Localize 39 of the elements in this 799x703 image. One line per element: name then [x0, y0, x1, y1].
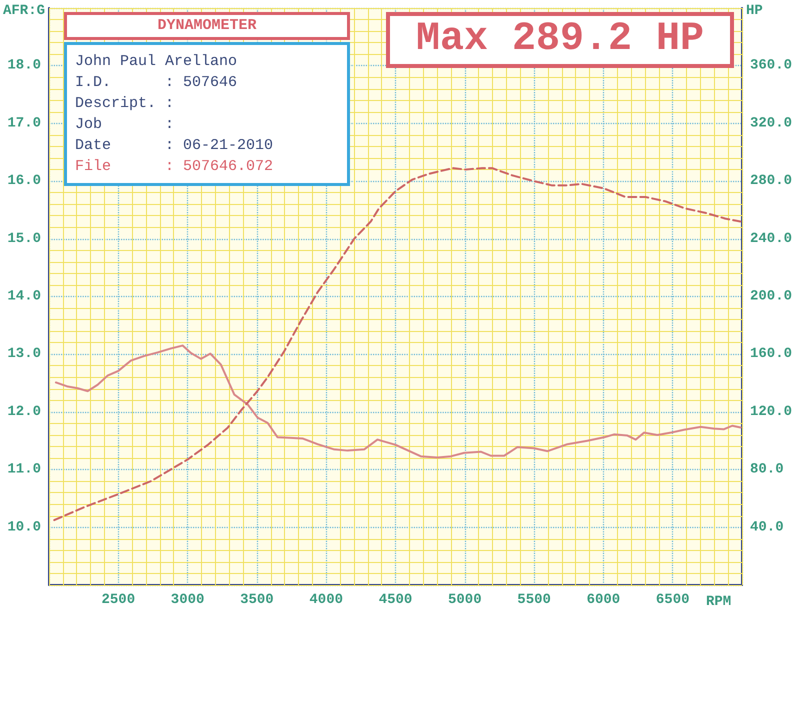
y2-tick-label: 360.0: [750, 58, 792, 74]
y2-tick-label: 80.0: [750, 462, 784, 478]
y2-tick-label: 200.0: [750, 288, 792, 304]
x-tick-label: 6000: [586, 592, 620, 608]
x-tick-label: 3000: [170, 592, 204, 608]
x-tick-label: 4000: [309, 592, 344, 608]
y2-axis-title: HP: [746, 3, 763, 19]
y-tick-label: 17.0: [7, 115, 42, 132]
y-tick-label: 14.0: [7, 288, 42, 304]
x-tick-label: 3500: [240, 592, 274, 608]
annotation: I.D. : 507646: [75, 73, 238, 93]
y-tick-label: 18.0: [7, 58, 42, 74]
annotation: Date : 06-21-2010: [75, 136, 274, 156]
peak-power-box: Max 289.2 HP: [386, 12, 734, 68]
y-tick-label: 13.0: [7, 346, 42, 362]
y2-tick-label: 120.0: [750, 404, 792, 420]
annotation: File : 507646.072: [75, 157, 274, 177]
x-tick-label: 6500: [656, 592, 690, 608]
annotation: John Paul Arellano: [75, 52, 238, 72]
y-tick-label: 12.0: [7, 404, 42, 420]
x-axis-title: RPM: [706, 594, 732, 610]
annotation: Descript. :: [75, 94, 176, 114]
y-axis-title: AFR:G: [2, 3, 46, 19]
y-tick-label: 11.0: [7, 462, 42, 478]
title-box: DYNAMOMETER: [64, 12, 350, 40]
y2-tick-label: 160.0: [750, 346, 792, 362]
x-tick-label: 5000: [448, 592, 482, 608]
y2-tick-label: 280.0: [750, 173, 792, 190]
y-tick-label: 10.0: [7, 519, 42, 536]
x-tick-label: 4500: [378, 592, 412, 608]
y2-tick-label: 320.0: [750, 115, 792, 132]
annotation: Job :: [75, 115, 176, 135]
line-series: [54, 344, 742, 458]
y2-tick-label: 240.0: [750, 230, 792, 247]
x-tick-label: 2500: [102, 592, 136, 608]
y2-tick-label: 40.0: [750, 519, 784, 536]
x-tick-label: 5500: [517, 592, 551, 608]
y-tick-label: 15.0: [7, 230, 42, 247]
y-tick-label: 16.0: [7, 173, 42, 190]
